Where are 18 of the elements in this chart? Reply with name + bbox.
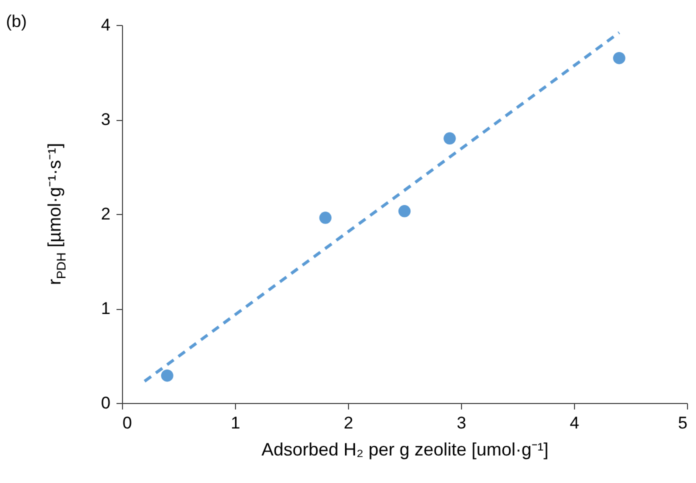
x-tick-label: 2 [344,414,354,432]
x-tick-label: 0 [122,414,132,432]
x-tick-label: 3 [456,414,466,432]
text: (b) [6,12,27,32]
x-tick-label: 1 [230,414,240,432]
y-tick-label: 1 [101,299,110,318]
point [319,212,332,224]
point [398,205,411,218]
y-tick-label: 3 [101,110,110,129]
point [613,52,626,64]
y-tick-label: 0 [101,394,110,412]
x-tick-label: 4 [570,414,580,432]
x-tick-label: 5 [678,414,688,432]
point [161,369,174,382]
point [444,132,456,145]
y-tick-label: 4 [101,16,110,34]
x-axis-title: Adsorbed H₂ per g zeolite [umol·g⁻¹] [261,440,549,460]
y-tick-label: 2 [101,204,110,224]
